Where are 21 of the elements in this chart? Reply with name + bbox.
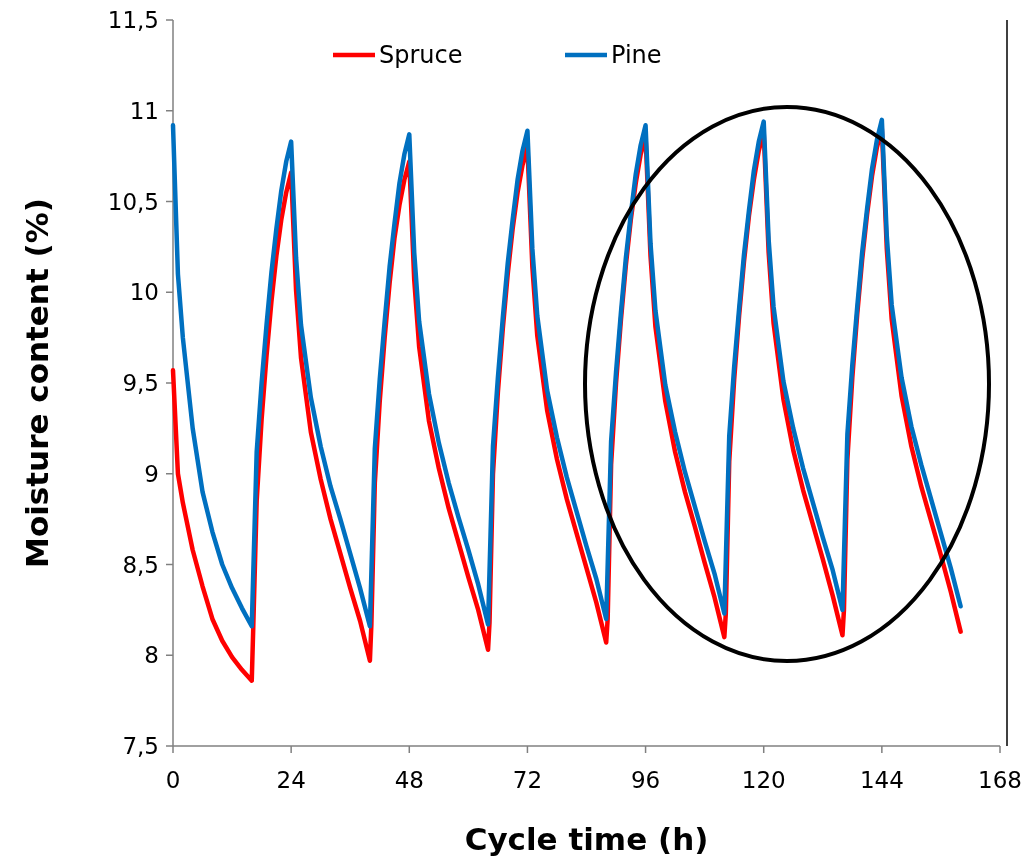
y-tick-label: 7,5 <box>122 733 159 760</box>
legend-label: Spruce <box>379 41 463 70</box>
y-tick-label: 8,5 <box>122 551 159 578</box>
y-tick-label: 10,5 <box>107 188 159 215</box>
x-tick-label: 0 <box>165 767 181 793</box>
x-axis-title: Cycle time (h) <box>464 821 709 857</box>
y-tick-label: 10 <box>129 279 159 306</box>
y-tick-label: 8 <box>144 642 159 669</box>
x-tick-label: 72 <box>512 767 543 793</box>
x-tick-label: 168 <box>978 767 1022 793</box>
y-tick-label: 11 <box>129 97 159 124</box>
x-tick-label: 96 <box>630 767 661 793</box>
y-tick-label: 9 <box>144 460 159 487</box>
y-tick-label: 9,5 <box>122 370 159 397</box>
legend-label: Pine <box>611 41 662 70</box>
x-tick-label: 144 <box>859 767 904 793</box>
y-tick-label: 11,5 <box>107 7 159 34</box>
y-axis-title: Moisture content (%) <box>19 198 55 568</box>
x-tick-label: 48 <box>394 767 424 793</box>
x-tick-label: 24 <box>276 767 306 793</box>
x-tick-label: 120 <box>741 767 786 793</box>
